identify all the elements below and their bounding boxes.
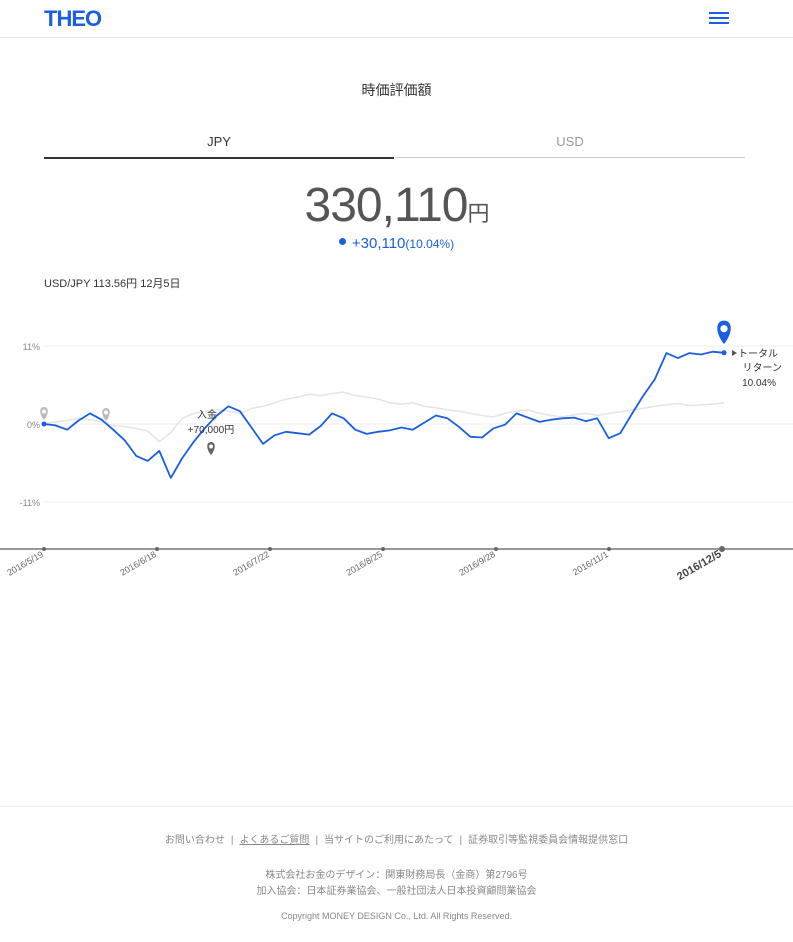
footer-link-terms[interactable]: 当サイトのご利用にあたって bbox=[324, 835, 454, 846]
portfolio-line bbox=[43, 350, 725, 479]
total-return-value: 10.04% bbox=[742, 378, 776, 389]
y-tick-label: -11% bbox=[20, 498, 40, 508]
change-dot-icon bbox=[338, 237, 346, 245]
x-tick-dot bbox=[381, 547, 385, 551]
x-tick-label: 2016/12/5 bbox=[675, 548, 723, 583]
copyright: Copyright MONEY DESIGN Co., Ltd. All Rig… bbox=[281, 911, 512, 921]
x-tick-label: 2016/7/22 bbox=[231, 549, 271, 578]
x-tick-label: 2016/5/19 bbox=[5, 549, 45, 578]
benchmark-line bbox=[43, 391, 725, 443]
x-tick-label: 2016/9/28 bbox=[457, 549, 497, 578]
footer-links: お問い合わせ | よくあるご質問 | 当サイトのご利用にあたって | 証券取引等監視委員会情… bbox=[164, 835, 629, 846]
theo-logo[interactable]: THEO bbox=[44, 6, 102, 31]
footer-info: 株式会社お金のデザイン：関東財務局長（金商）第2796号 加入協会：日本証券業協… bbox=[0, 868, 793, 900]
end-dot bbox=[721, 350, 727, 356]
market-value-unit: 円 bbox=[467, 201, 489, 226]
tab-usd[interactable]: USD bbox=[395, 130, 745, 158]
y-tick-label: 11% bbox=[23, 342, 40, 352]
company-registration: 株式会社お金のデザイン：関東財務局長（金商）第2796号 bbox=[265, 870, 528, 881]
footer-link-sesc[interactable]: 証券取引等監視委員会情報提供窓口 bbox=[468, 835, 629, 846]
x-tick-label: 2016/11/1 bbox=[571, 549, 610, 577]
x-tick-dot bbox=[607, 547, 611, 551]
current-position-pin-icon bbox=[717, 320, 731, 344]
tab-jpy[interactable]: JPY bbox=[44, 130, 394, 159]
y-tick-label: 0% bbox=[27, 420, 40, 430]
deposit-pin-icon-hole bbox=[209, 444, 213, 449]
market-value: 330,110円 bbox=[0, 178, 793, 233]
footer-link-contact[interactable]: お問い合わせ bbox=[164, 835, 225, 846]
deposit-label: 入金 bbox=[197, 408, 217, 421]
deposit-amount: +70,000円 bbox=[188, 425, 234, 436]
x-tick-label: 2016/6/18 bbox=[118, 549, 158, 578]
performance-chart: 11% 0% -11% 入金 +70,000円 トータルリターン 10.04% 2016/5/… bbox=[0, 300, 793, 610]
deposit-pin-icon-hole bbox=[42, 409, 46, 414]
association-membership: 加入協会：日本証券業協会、一般社団法人日本投資顧問業協会 bbox=[256, 886, 537, 897]
x-tick-dot bbox=[719, 546, 725, 552]
x-tick-dot bbox=[155, 547, 159, 551]
footer-divider bbox=[0, 806, 793, 807]
x-tick-dot bbox=[494, 547, 498, 551]
market-value-amount: 330,110 bbox=[304, 179, 469, 232]
current-position-pin-icon-hole bbox=[720, 325, 728, 333]
fx-rate: USD/JPY 113.56円 12月5日 bbox=[44, 278, 181, 290]
x-tick-label: 2016/8/25 bbox=[344, 549, 384, 578]
change-amount: +30,110 bbox=[351, 235, 406, 252]
page-title: 時価評価額 bbox=[361, 82, 432, 98]
header: THEO bbox=[0, 0, 793, 38]
hamburger-menu-icon[interactable] bbox=[709, 12, 729, 24]
deposit-pin-icon-hole bbox=[104, 410, 108, 415]
currency-tabs: JPY USD bbox=[44, 130, 745, 159]
total-return-label: トータル bbox=[738, 348, 778, 360]
value-change: +30,110(10.04%) bbox=[0, 235, 793, 252]
footer-link-faq[interactable]: よくあるご質問 bbox=[239, 835, 310, 846]
x-tick-dot bbox=[42, 547, 46, 551]
total-return-pointer-icon bbox=[732, 350, 737, 356]
total-return-label: リターン bbox=[743, 362, 783, 374]
change-percent: (10.04%) bbox=[405, 237, 455, 251]
start-dot bbox=[41, 421, 47, 427]
x-tick-dot bbox=[268, 547, 272, 551]
